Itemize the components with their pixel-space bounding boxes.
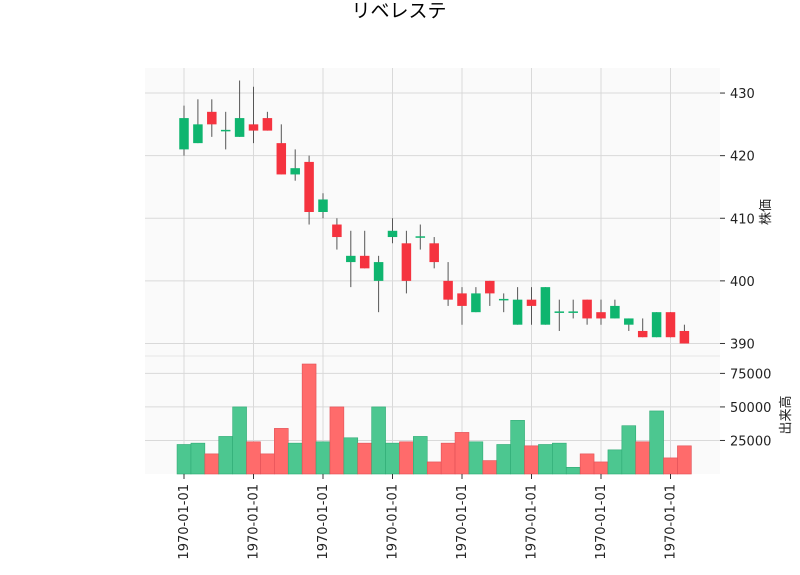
candle-body (359, 255, 370, 269)
candle-body (193, 124, 203, 144)
volume-bar (260, 453, 275, 475)
volume-bar (663, 457, 678, 475)
candle-body (262, 118, 273, 131)
candle-body (540, 287, 551, 325)
volume-bar (649, 410, 664, 475)
candle-body (429, 243, 439, 263)
volume-axis-label: 出来高 (778, 395, 794, 434)
volume-bar (176, 444, 192, 475)
axes: 390 400 410 420 430 25000 50000 75000 1970-01-01… (177, 87, 771, 560)
volume-tick-label: 50000 (730, 401, 771, 416)
volume-bar (552, 442, 567, 475)
candle-body (234, 118, 245, 137)
volume-tick-label: 25000 (730, 434, 771, 449)
volume-bar (496, 444, 511, 475)
volume-bar (565, 466, 581, 475)
volume-bar (510, 420, 525, 475)
volume-bar (399, 441, 414, 475)
candle-body (346, 255, 356, 263)
candle-body (679, 330, 690, 344)
price-tick-label: 390 (730, 337, 755, 352)
x-tick-label: 1970-01-01 (525, 484, 540, 560)
volume-bar (468, 441, 484, 475)
x-tick-label: 1970-01-01 (247, 484, 262, 560)
candle-body (637, 330, 648, 338)
volume-bar (593, 461, 609, 475)
x-tick-label: 1970-01-01 (316, 484, 331, 560)
volume-bar (677, 445, 692, 475)
volume-bar (454, 432, 470, 475)
candle-body (651, 312, 662, 338)
x-tick-label: 1970-01-01 (177, 484, 192, 560)
candle-body (276, 143, 287, 175)
volume-bar (385, 442, 400, 475)
x-tick-label: 1970-01-01 (386, 484, 401, 560)
candle-body (485, 280, 495, 294)
candle-body (373, 262, 384, 281)
volume-bar (635, 441, 650, 475)
price-tick-label: 400 (730, 275, 755, 290)
x-tick-label: 1970-01-01 (594, 484, 609, 560)
volume-bar (301, 363, 317, 475)
chart-title: リベレステ (351, 0, 446, 22)
candle-body (207, 111, 217, 125)
volume-bar (538, 444, 553, 475)
candle-body (387, 230, 398, 238)
price-axis-label: 株価 (759, 199, 774, 225)
volume-bar (343, 437, 359, 475)
candle-body (610, 305, 620, 319)
volume-bar (287, 442, 303, 475)
volume-tick-label: 75000 (730, 367, 771, 382)
volume-bar (426, 461, 442, 475)
volume-bar (371, 406, 386, 475)
volume-bar (621, 425, 637, 475)
volume-bar (329, 406, 345, 475)
candle-body (401, 243, 412, 281)
volume-bar (440, 442, 456, 475)
x-tick-label: 1970-01-01 (664, 484, 679, 560)
volume-bar (232, 406, 247, 475)
volume-bar (579, 453, 595, 475)
candle-body (665, 312, 676, 338)
volume-bar (524, 445, 539, 475)
volume-bar (190, 442, 206, 475)
price-tick-label: 410 (730, 212, 755, 227)
candle-body (179, 118, 189, 150)
candle-body (582, 299, 592, 319)
price-tick-label: 430 (730, 87, 755, 102)
candle-body (596, 312, 606, 319)
candle-body (443, 280, 453, 300)
candle-body (512, 299, 523, 325)
candles (179, 80, 690, 344)
volume-bar (274, 428, 289, 475)
candle-body (624, 318, 634, 325)
candle-body (248, 124, 259, 131)
candle-body (332, 224, 342, 238)
volume-bar (357, 442, 372, 475)
price-tick-label: 420 (730, 150, 755, 165)
volume-bar (218, 436, 233, 475)
volume-bar (246, 441, 261, 475)
price-panel (145, 68, 720, 356)
volume-bar (315, 441, 331, 475)
volume-bar (204, 453, 220, 475)
candle-body (290, 168, 300, 175)
x-tick-label: 1970-01-01 (455, 484, 470, 560)
volume-bar (482, 460, 498, 475)
candle-body (526, 299, 537, 306)
volume-bar (413, 436, 428, 475)
volume-bar (607, 449, 623, 475)
candle-body (457, 293, 467, 306)
candle-body (318, 199, 328, 212)
candle-body (304, 161, 314, 212)
candle-body (471, 293, 481, 313)
